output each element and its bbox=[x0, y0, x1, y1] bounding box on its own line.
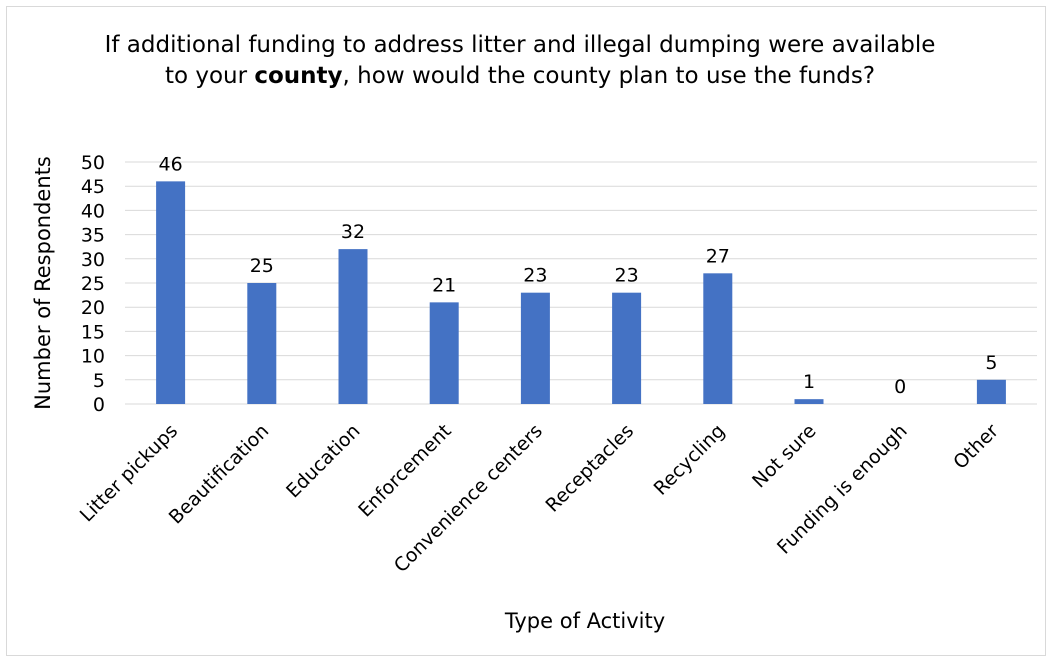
bar bbox=[338, 249, 368, 404]
bar bbox=[794, 399, 824, 404]
data-label: 23 bbox=[615, 265, 639, 287]
gridlines bbox=[125, 161, 1037, 405]
y-axis-title: Number of Respondents bbox=[31, 156, 55, 410]
data-label: 21 bbox=[432, 274, 456, 296]
chart-title-part-1: If additional funding to address litter … bbox=[104, 32, 936, 89]
bar bbox=[976, 379, 1006, 404]
y-tick-label: 15 bbox=[81, 321, 105, 343]
y-tick-label: 0 bbox=[93, 394, 105, 416]
x-tick-label: Recycling bbox=[650, 420, 730, 500]
y-tick-label: 5 bbox=[93, 370, 105, 392]
y-tick-label: 45 bbox=[81, 176, 105, 198]
data-labels: 46 25 32 21 23 23 27 1 0 5 bbox=[159, 153, 998, 398]
x-axis-title: Type of Activity bbox=[504, 609, 665, 633]
y-tick-label: 50 bbox=[81, 152, 105, 174]
data-label: 25 bbox=[250, 255, 274, 277]
data-label: 5 bbox=[985, 352, 997, 374]
bar bbox=[247, 283, 277, 404]
bar bbox=[612, 292, 642, 404]
bar bbox=[520, 292, 550, 404]
chart-title: If additional funding to address litter … bbox=[100, 30, 940, 92]
data-label: 0 bbox=[894, 376, 906, 398]
y-tick-label: 40 bbox=[81, 200, 105, 222]
data-label: 23 bbox=[523, 265, 547, 287]
bar bbox=[703, 273, 733, 404]
chart-title-part-3: , how would the county plan to use the f… bbox=[342, 63, 876, 89]
bar bbox=[429, 302, 459, 404]
x-tick-label: Other bbox=[949, 420, 1003, 474]
bars bbox=[156, 181, 1006, 404]
y-tick-label: 30 bbox=[81, 249, 105, 271]
x-tick-label: Convenience centers bbox=[390, 420, 547, 577]
y-tick-label: 10 bbox=[81, 346, 105, 368]
data-label: 27 bbox=[706, 245, 730, 267]
chart-title-bold-word: county bbox=[254, 63, 343, 89]
x-tick-label: Receptacles bbox=[542, 420, 639, 517]
x-tick-label: Enforcement bbox=[354, 420, 456, 522]
data-label: 32 bbox=[341, 221, 365, 243]
y-tick-label: 20 bbox=[81, 297, 105, 319]
data-label: 46 bbox=[159, 153, 183, 175]
data-label: 1 bbox=[803, 371, 815, 393]
bar bbox=[156, 181, 186, 404]
x-tick-label: Not sure bbox=[748, 420, 820, 492]
y-tick-label: 25 bbox=[81, 273, 105, 295]
y-tick-label: 35 bbox=[81, 225, 105, 247]
x-tick-label: Education bbox=[282, 420, 364, 502]
